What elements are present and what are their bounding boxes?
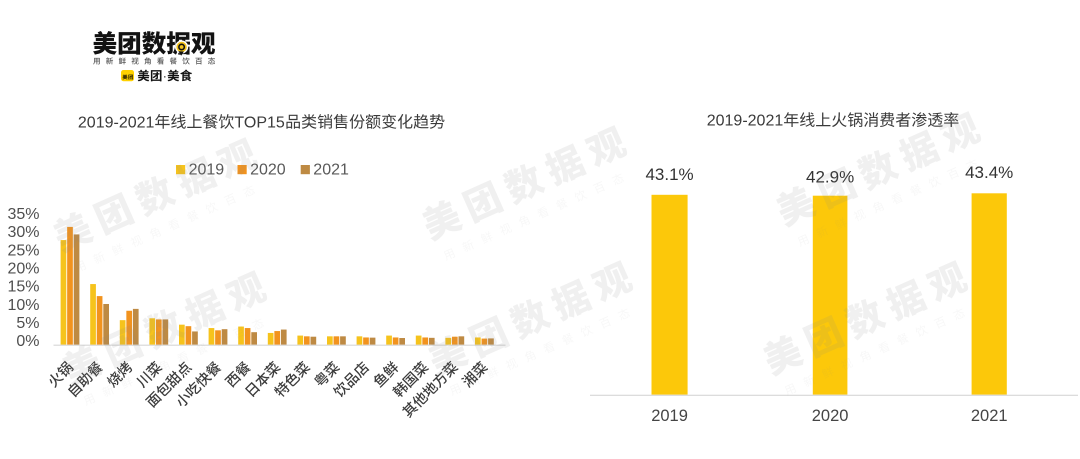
- svg-text:35%: 35%: [7, 206, 39, 223]
- svg-text:25%: 25%: [7, 242, 39, 259]
- svg-text:15%: 15%: [7, 279, 39, 296]
- svg-text:10%: 10%: [7, 297, 39, 314]
- svg-text:43.1%: 43.1%: [645, 165, 693, 184]
- svg-text:5%: 5%: [16, 315, 39, 332]
- svg-text:2019-2021: 2019-2021: [78, 115, 155, 132]
- svg-text:43.4%: 43.4%: [965, 163, 1013, 182]
- svg-text:2020: 2020: [812, 407, 849, 425]
- svg-text:2020: 2020: [250, 161, 286, 178]
- svg-text:20%: 20%: [7, 260, 39, 277]
- svg-text:0%: 0%: [16, 333, 39, 350]
- svg-text:2019: 2019: [651, 407, 688, 425]
- svg-text:TOP15: TOP15: [234, 115, 285, 132]
- svg-text:2019-2021: 2019-2021: [707, 113, 784, 130]
- svg-text:·: ·: [163, 69, 167, 83]
- svg-text:30%: 30%: [7, 224, 39, 241]
- svg-text:2021: 2021: [313, 161, 349, 178]
- svg-text:2021: 2021: [971, 407, 1008, 425]
